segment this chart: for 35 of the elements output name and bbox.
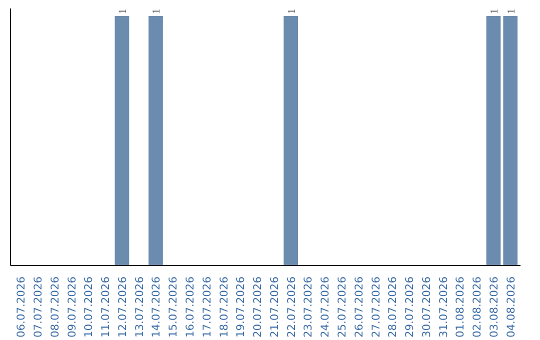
data-label: 1 <box>286 8 298 14</box>
x-tick-label: 01.08.2026 <box>454 276 467 338</box>
x-tick-label: 03.08.2026 <box>487 276 500 338</box>
x-tick-label: 17.07.2026 <box>200 276 214 338</box>
data-label: 1 <box>489 8 500 14</box>
x-tick-label: 02.08.2026 <box>470 276 484 338</box>
x-tick-label: 30.07.2026 <box>420 276 433 338</box>
x-tick-label: 14.07.2026 <box>150 276 163 338</box>
x-tick-label: 31.07.2026 <box>436 276 450 338</box>
x-tick-label: 10.07.2026 <box>82 276 96 338</box>
data-label: 1 <box>152 8 163 14</box>
x-tick-label: 29.07.2026 <box>403 276 416 338</box>
x-tick-label: 20.07.2026 <box>251 276 264 338</box>
x-tick-label: 25.07.2026 <box>335 276 348 338</box>
x-tick-label: 22.07.2026 <box>284 276 298 338</box>
x-tick-label: 21.07.2026 <box>268 276 281 338</box>
x-tick-label: 23.07.2026 <box>302 276 315 338</box>
x-tick-label: 13.07.2026 <box>132 276 146 338</box>
x-tick-label: 09.07.2026 <box>65 276 78 338</box>
x-tick-label: 12.07.2026 <box>116 276 129 338</box>
x-tick-label: 16.07.2026 <box>184 276 197 338</box>
x-tick-label: 06.07.2026 <box>14 276 28 338</box>
x-tick-label: 18.07.2026 <box>217 276 230 338</box>
x-tick-label: 28.07.2026 <box>386 276 400 338</box>
x-tick-label: 07.07.2026 <box>32 276 45 338</box>
x-tick-label: 27.07.2026 <box>369 276 382 338</box>
x-tick-label: 15.07.2026 <box>166 276 180 338</box>
x-tick-label: 26.07.2026 <box>352 276 366 338</box>
data-label: 1 <box>118 8 129 14</box>
x-tick-label: 08.07.2026 <box>48 276 62 338</box>
x-tick-label: 11.07.2026 <box>99 276 112 338</box>
x-tick-label: 19.07.2026 <box>234 276 248 338</box>
x-tick-label: 24.07.2026 <box>318 276 332 338</box>
x-tick-label: 04.08.2026 <box>504 276 518 338</box>
data-label: 1 <box>506 8 518 14</box>
